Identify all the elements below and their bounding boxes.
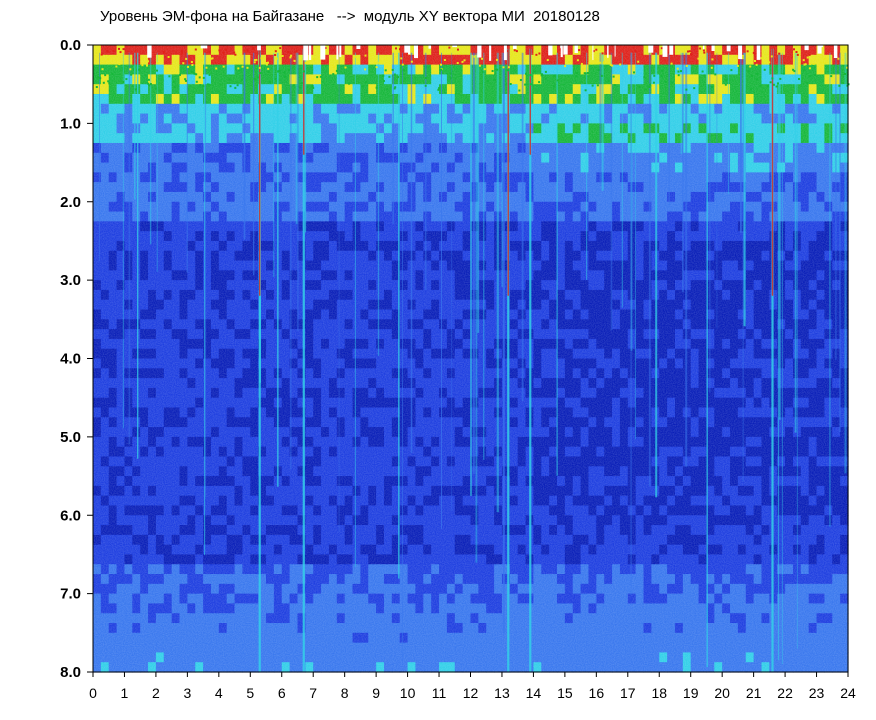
plot-area [92,44,850,673]
chart-title: Уровень ЭМ-фона на Байгазане --> модуль … [100,8,600,25]
